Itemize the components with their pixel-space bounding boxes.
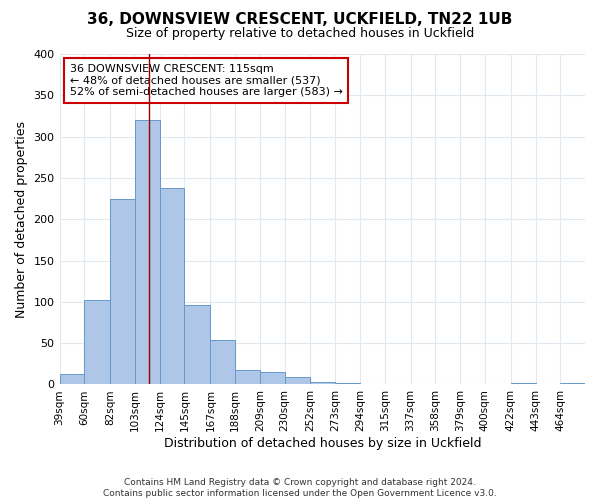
Bar [560,383,585,384]
Text: 36 DOWNSVIEW CRESCENT: 115sqm
← 48% of detached houses are smaller (537)
52% of : 36 DOWNSVIEW CRESCENT: 115sqm ← 48% of d… [70,64,343,97]
Text: Size of property relative to detached houses in Uckfield: Size of property relative to detached ho… [126,28,474,40]
Text: 36, DOWNSVIEW CRESCENT, UCKFIELD, TN22 1UB: 36, DOWNSVIEW CRESCENT, UCKFIELD, TN22 1… [88,12,512,28]
Text: Contains HM Land Registry data © Crown copyright and database right 2024.
Contai: Contains HM Land Registry data © Crown c… [103,478,497,498]
Bar [84,300,110,384]
Bar [284,377,310,384]
Bar [310,382,335,384]
Bar [511,383,536,384]
Y-axis label: Number of detached properties: Number of detached properties [15,120,28,318]
Bar [59,374,84,384]
Bar [260,372,284,384]
Bar [184,305,211,384]
Bar [211,340,235,384]
Bar [335,383,360,384]
X-axis label: Distribution of detached houses by size in Uckfield: Distribution of detached houses by size … [164,437,481,450]
Bar [235,370,260,384]
Bar [110,198,135,384]
Bar [135,120,160,384]
Bar [160,188,184,384]
